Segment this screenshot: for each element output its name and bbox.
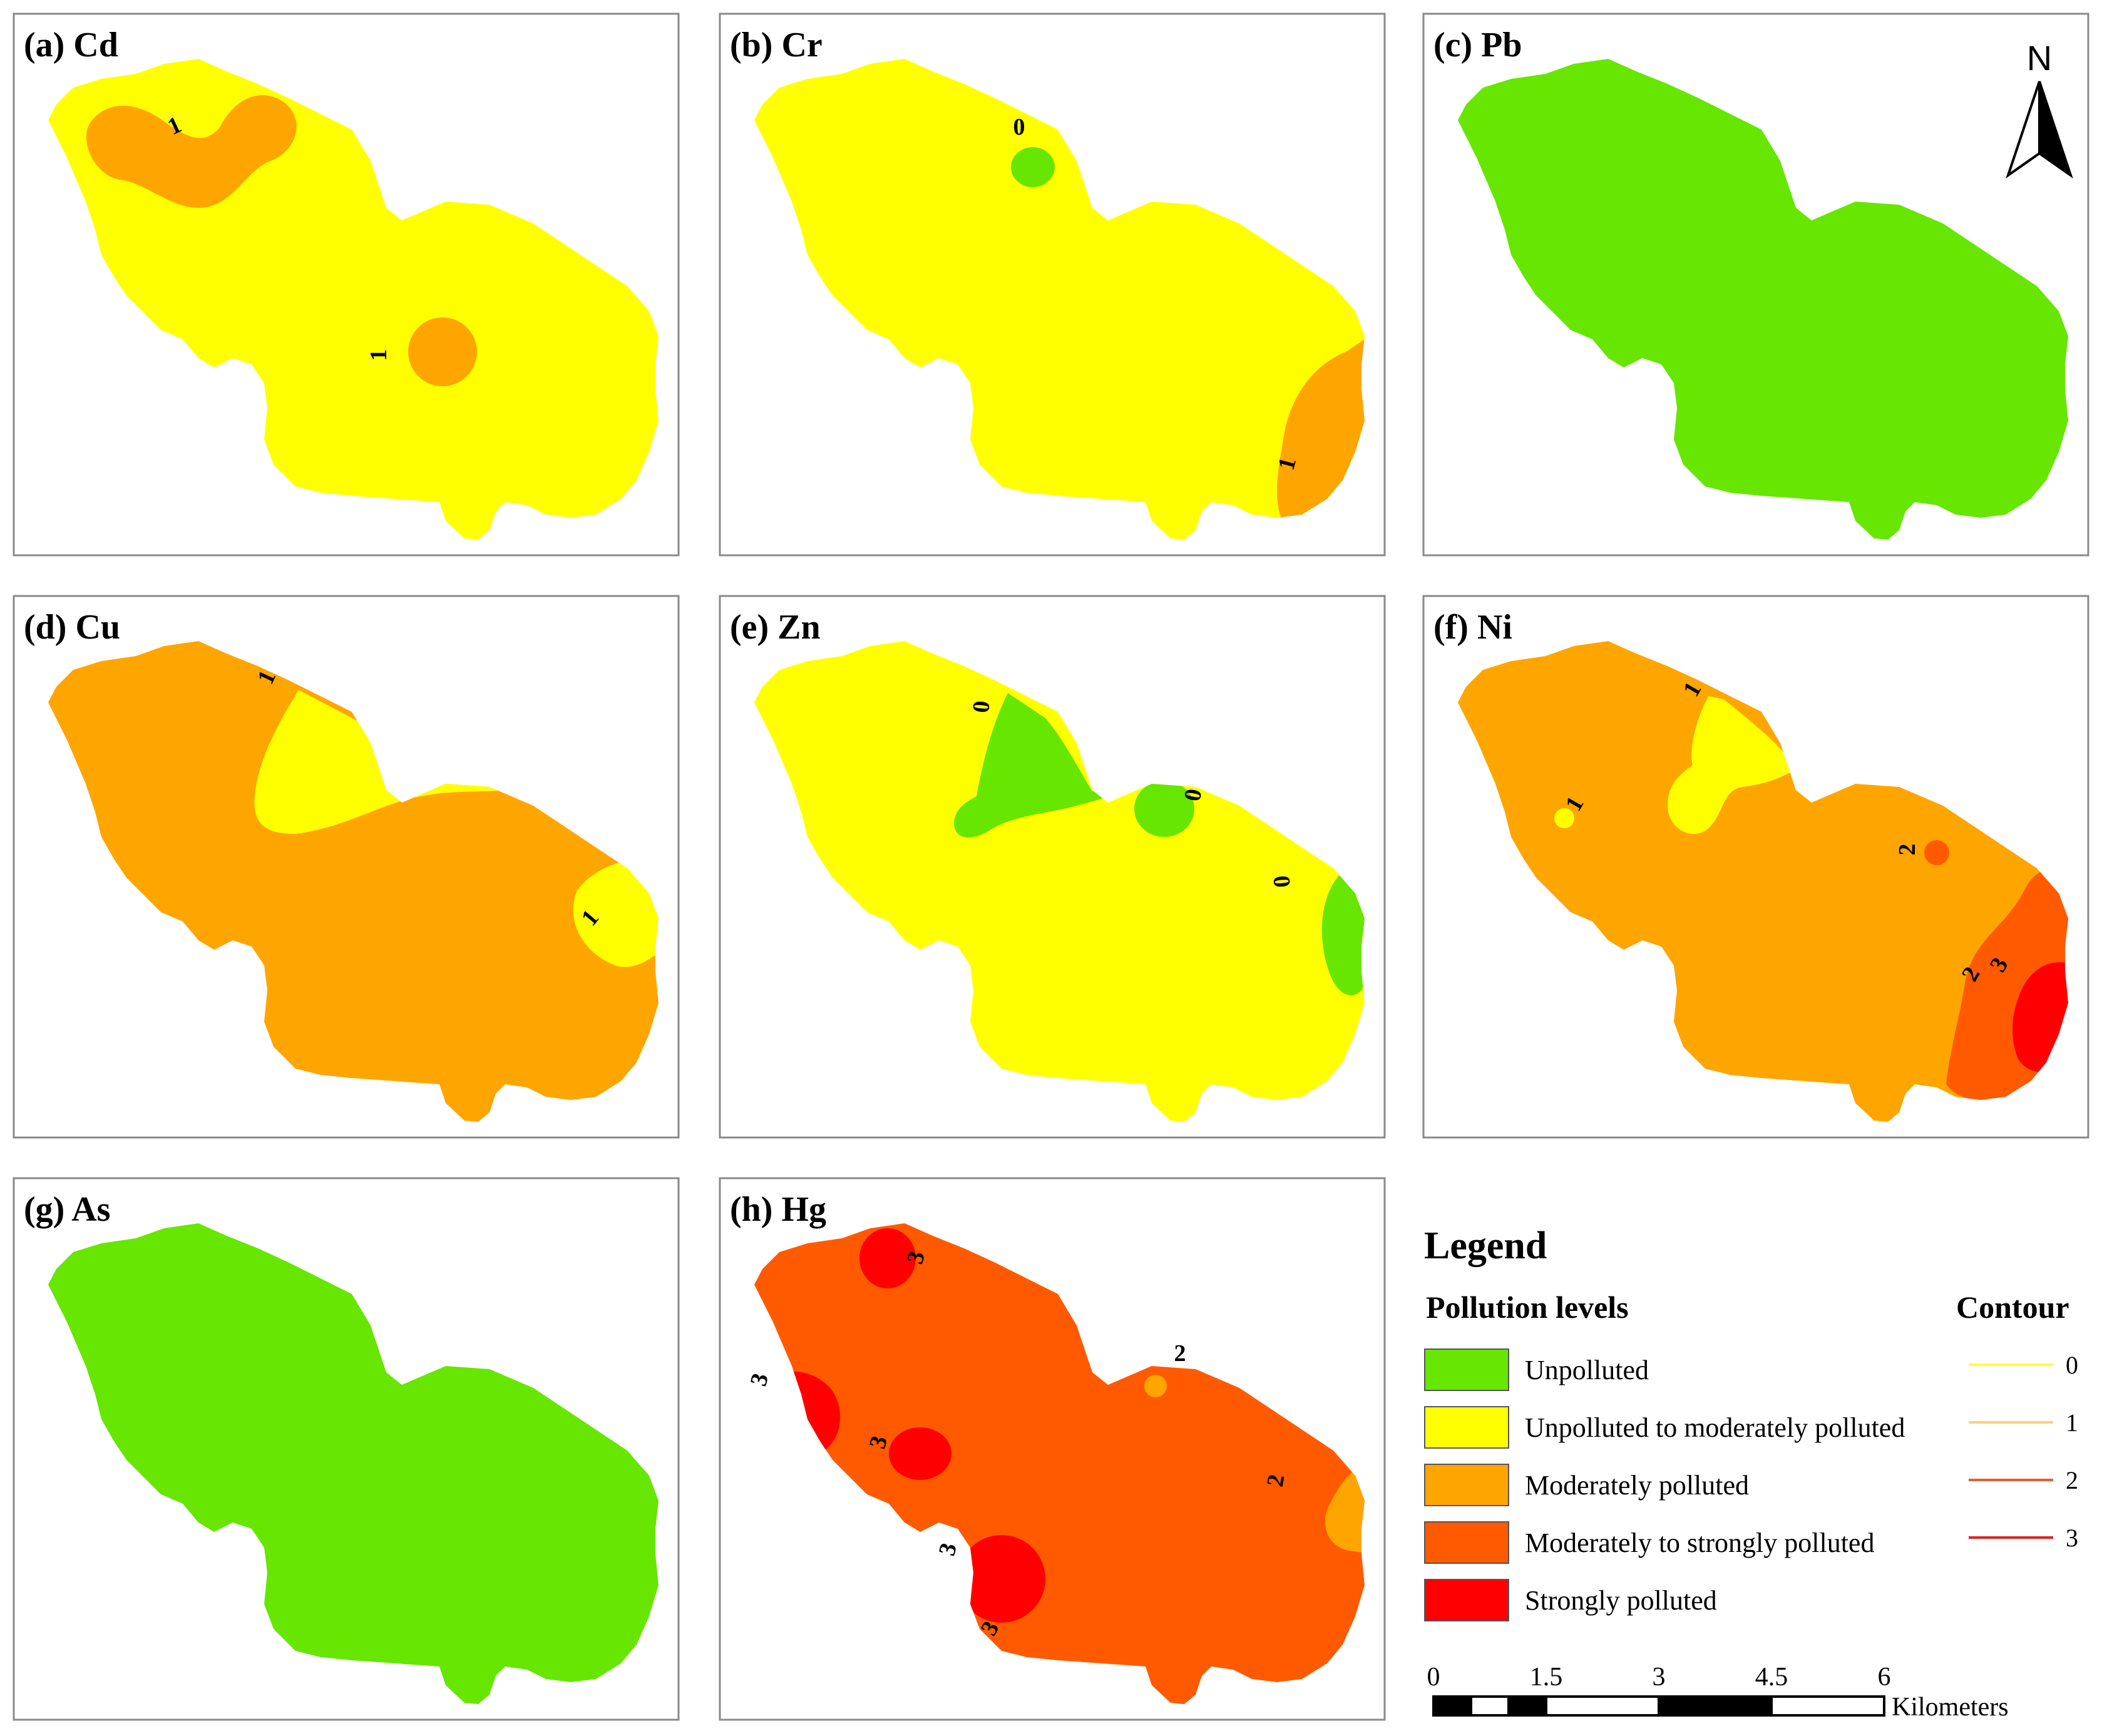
legend-swatch — [1424, 1406, 1509, 1449]
map-panel-g: (g) As — [13, 1177, 680, 1721]
panel-title: (a) Cd — [24, 26, 118, 64]
panel-title: (b) Cr — [730, 26, 823, 64]
scale-bar-segment — [1470, 1695, 1510, 1717]
pollution-zone — [1134, 781, 1194, 837]
north-arrow-right-half — [2038, 81, 2073, 179]
scale-tick-label: 4.5 — [1755, 1663, 1788, 1692]
study-area-region — [754, 59, 1365, 540]
pollution-zones — [1554, 696, 2068, 1101]
scale-tick-label: 3 — [1653, 1663, 1666, 1692]
legend-item-label: Strongly polluted — [1525, 1585, 1717, 1616]
pollution-zone — [1668, 696, 1793, 835]
legend-items: Unpolluted Unpolluted to moderately pollu… — [1424, 1348, 1905, 1621]
study-area-region — [754, 1223, 1365, 1704]
contour-value-label: 0 — [2066, 1351, 2078, 1379]
scale-bar-segment — [1507, 1695, 1547, 1717]
study-area-map — [48, 1223, 659, 1704]
scale-tick-label: 6 — [1878, 1663, 1891, 1692]
scale-bar-segment — [1658, 1695, 1773, 1717]
study-area-map: 11 — [48, 59, 659, 540]
pollution-levels-heading: Pollution levels — [1426, 1290, 1629, 1325]
scale-tick-label: 0 — [1427, 1663, 1440, 1692]
north-arrow-icon: N — [2006, 38, 2073, 179]
pollution-zones — [86, 95, 477, 386]
north-label: N — [2027, 38, 2052, 78]
panel-title: (d) Cu — [24, 608, 120, 647]
study-area-region — [1458, 641, 2068, 1122]
scale-bar-segment — [1545, 1695, 1660, 1717]
legend-swatch — [1424, 1348, 1509, 1391]
pollution-zone — [958, 1535, 1045, 1623]
pollution-zone — [1554, 808, 1574, 828]
contour-label: 1 — [366, 349, 392, 361]
pollution-zone — [954, 693, 1139, 838]
study-area-region — [48, 1223, 659, 1704]
legend-contours: 0 1 2 3 — [1969, 1351, 2078, 1552]
contour-value-label: 1 — [2066, 1409, 2078, 1437]
map-panel-a: 11(a) Cd — [13, 13, 680, 557]
study-area-region — [48, 641, 659, 1122]
scale-unit-label: Kilometers — [1892, 1693, 2009, 1722]
contour-label: 0 — [1268, 875, 1295, 889]
legend-item-label: Moderately to strongly polluted — [1525, 1528, 1874, 1558]
study-area-region — [1458, 59, 2068, 540]
pollution-zone — [859, 1228, 916, 1288]
map-panel-d: 11(d) Cu — [13, 595, 680, 1139]
pollution-zone — [573, 860, 659, 967]
pollution-zone — [1011, 147, 1055, 187]
scale-tick-label: 1.5 — [1530, 1663, 1563, 1692]
study-area-map — [1458, 59, 2068, 540]
study-area-map: 000 — [754, 641, 1365, 1122]
contour-label: 0 — [968, 700, 995, 714]
legend: Legend Pollution levels Contour Unpollut… — [1424, 1225, 2078, 1621]
map-panel-c: (c) Pb — [1422, 13, 2089, 557]
legend-swatch — [1424, 1464, 1509, 1506]
study-area-region — [754, 641, 1365, 1122]
pollution-zone — [86, 95, 297, 208]
legend-item-label: Moderately polluted — [1525, 1470, 1749, 1501]
map-panel-b: 01(b) Cr — [719, 13, 1386, 557]
legend-item-label: Unpolluted — [1525, 1355, 1649, 1385]
panel-title: (c) Pb — [1433, 26, 1522, 64]
legend-swatch — [1424, 1579, 1509, 1621]
panel-title: (g) As — [24, 1190, 110, 1229]
contour-value-label: 2 — [2066, 1466, 2078, 1494]
panel-title: (f) Ni — [1433, 608, 1512, 647]
contour-label: 0 — [1013, 114, 1025, 140]
contour-heading: Contour — [1956, 1290, 2069, 1325]
panel-title: (h) Hg — [730, 1190, 826, 1229]
legend-item-label: Unpolluted to moderately polluted — [1525, 1412, 1905, 1443]
contour-label: 2 — [1174, 1340, 1186, 1367]
panel-title: (e) Zn — [730, 608, 821, 647]
pollution-zone — [889, 1427, 951, 1480]
map-panel-e: 000(e) Zn — [719, 595, 1386, 1139]
scale-bar-segment — [1770, 1695, 1885, 1717]
pollution-zone — [408, 317, 477, 386]
scale-bar-segment — [1432, 1695, 1472, 1717]
contour-label: 2 — [1894, 844, 1920, 856]
legend-title: Legend — [1424, 1225, 1547, 1267]
pollution-zone — [1144, 1375, 1167, 1397]
pollution-zone — [1924, 840, 1949, 865]
contour-value-label: 3 — [2066, 1524, 2078, 1552]
legend-swatch — [1424, 1521, 1509, 1564]
